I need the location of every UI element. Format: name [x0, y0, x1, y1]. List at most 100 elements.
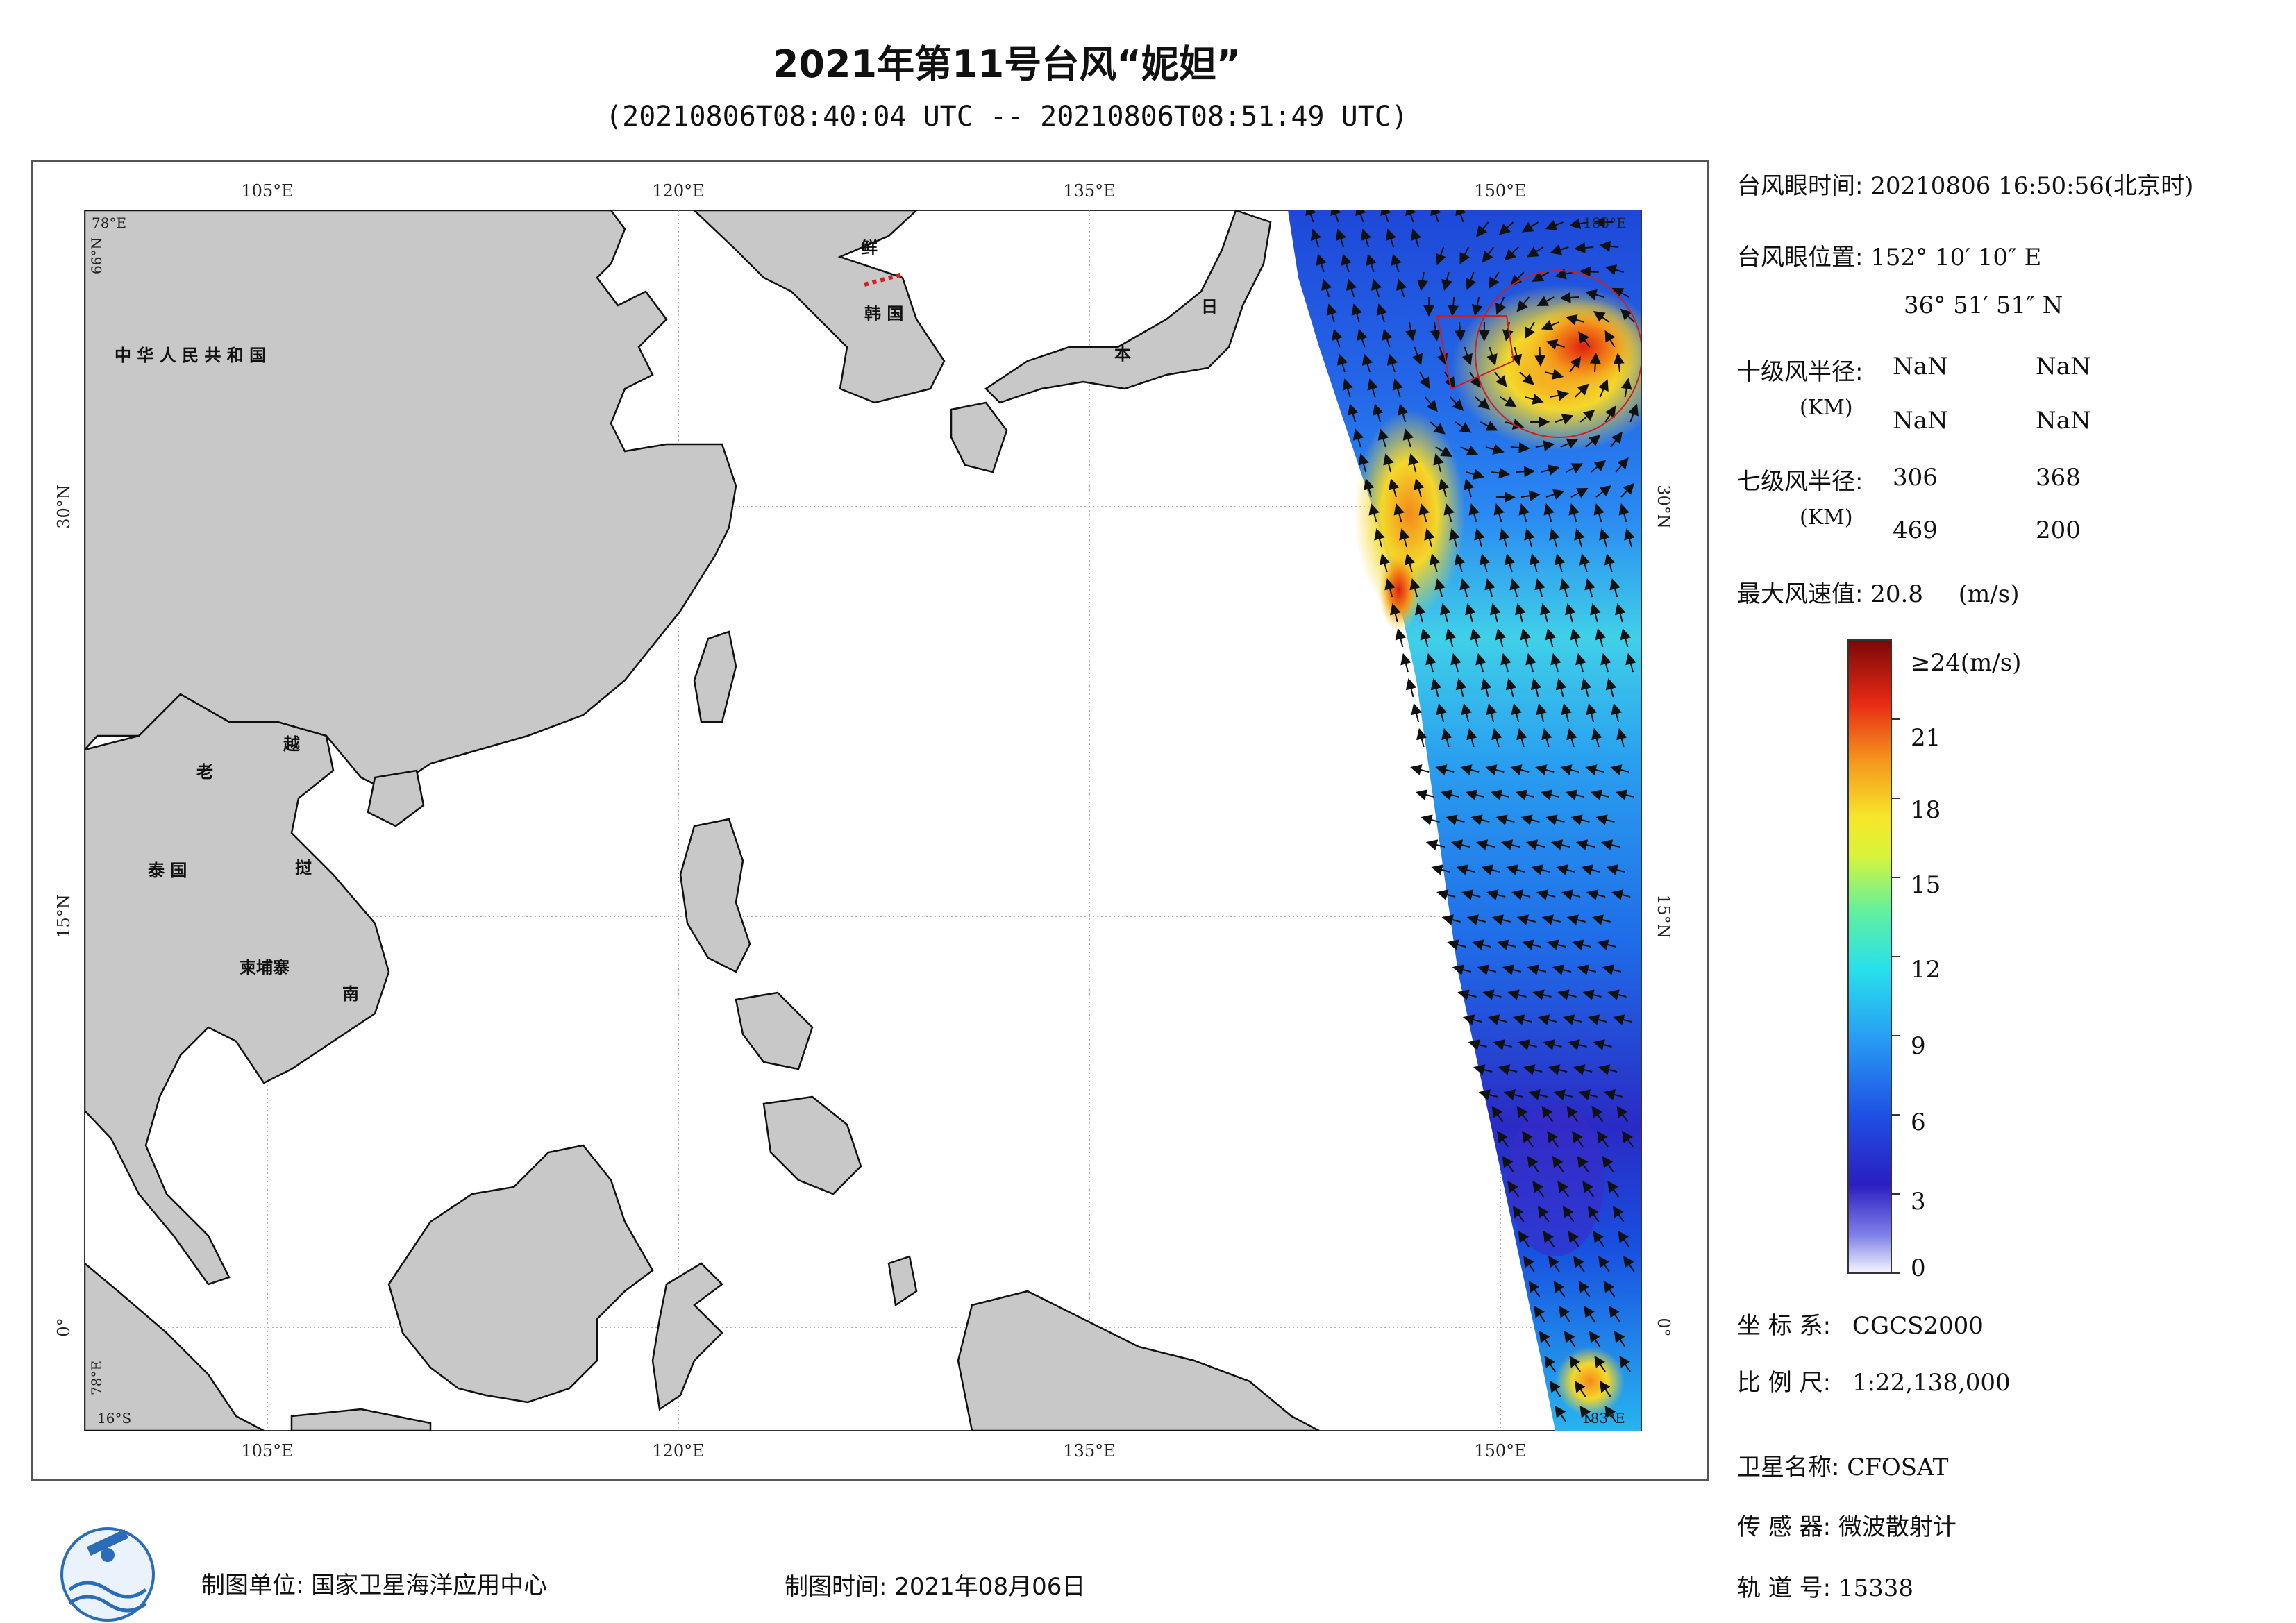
wind-arrow	[1408, 453, 1419, 473]
wind-arrow	[1395, 628, 1407, 648]
crs-row: 坐 标 系: CGCS2000	[1737, 1306, 1984, 1340]
wind-arrow	[1516, 914, 1536, 925]
wind-arrow	[1490, 789, 1510, 800]
map-frame	[31, 160, 1709, 1481]
label-laos: 老	[196, 762, 213, 782]
wind-arrow	[1438, 478, 1450, 498]
wind-arrow	[1380, 210, 1391, 223]
wind-arrow	[1466, 728, 1477, 748]
wind-arrow	[1485, 444, 1505, 455]
wind-arrow	[1416, 728, 1427, 748]
left-tick-30n: 30°N	[54, 485, 74, 529]
wind-arrow	[1616, 1105, 1629, 1122]
wind-arrow	[1616, 728, 1627, 748]
wind-arrow	[1544, 1355, 1556, 1372]
wind-arrow	[1477, 964, 1497, 975]
wind-arrow	[1561, 703, 1572, 723]
wind-arrow	[1579, 409, 1595, 423]
wind-arrow	[1569, 356, 1582, 373]
wind-arrow	[1559, 578, 1570, 598]
label-japan-ri: 日	[1201, 297, 1218, 317]
wind-arrow	[1541, 914, 1561, 925]
wind-arrow	[1572, 1130, 1584, 1147]
corner-bottom-left-lon: 78°E	[88, 1361, 105, 1395]
wind-arrow	[1568, 1039, 1587, 1050]
wind-arrow	[1461, 703, 1472, 723]
wind-arrow	[1412, 346, 1423, 366]
wind-arrow	[1377, 428, 1389, 448]
wind-arrow	[1574, 528, 1585, 548]
wind-arrow	[1510, 764, 1530, 775]
maker-label: 制图单位:	[201, 1572, 304, 1599]
wind-arrow	[1610, 764, 1629, 775]
r7-label: 七级风半径:	[1737, 468, 1863, 496]
label-thailand: 泰 国	[148, 861, 187, 880]
wind-arrow	[1518, 1230, 1530, 1247]
wind-arrow	[1574, 383, 1589, 398]
wind-arrow	[1497, 939, 1516, 950]
date-label: 制图时间:	[785, 1573, 887, 1601]
wind-arrow	[1593, 503, 1604, 523]
wind-arrow	[1475, 839, 1495, 850]
r10-value-sw: NaN	[1893, 407, 1948, 435]
wind-arrow	[1527, 964, 1547, 975]
wind-arrow	[1603, 1280, 1616, 1297]
wind-arrow	[1391, 253, 1402, 273]
wind-arrow	[1336, 353, 1348, 373]
wind-arrow	[1450, 839, 1470, 850]
wind-arrow	[1625, 653, 1636, 673]
wind-arrow	[1561, 889, 1581, 900]
wind-arrow	[1392, 378, 1403, 398]
wind-arrow	[1461, 889, 1481, 900]
wind-arrow	[1486, 889, 1506, 900]
wind-arrow	[1373, 403, 1384, 423]
colorbar-label-18: 18	[1911, 796, 1941, 824]
wind-arrow	[1475, 221, 1489, 237]
wind-arrow	[1506, 864, 1525, 875]
wind-arrow	[1545, 219, 1564, 230]
wind-arrow	[1491, 467, 1511, 479]
wind-arrow	[1504, 553, 1516, 573]
wind-arrow	[1586, 703, 1597, 723]
wind-arrow	[1404, 553, 1416, 573]
corner-top-left-lat: 66°N	[88, 237, 105, 274]
bottom-tick-120: 120°E	[652, 1441, 704, 1461]
right-tick-0: 0°	[1654, 1318, 1673, 1336]
eye-pos-lon: 152° 10′ 10″ E	[1870, 244, 2042, 271]
wind-arrow	[1579, 266, 1599, 278]
wind-arrow	[1577, 1155, 1589, 1172]
wind-arrow	[1604, 405, 1616, 423]
wind-arrow	[1419, 371, 1430, 389]
wind-arrow	[1466, 914, 1486, 925]
wind-arrow	[1604, 1405, 1617, 1422]
map-subtitle: (20210806T08:40:04 UTC -- 20210806T08:51…	[605, 101, 1408, 133]
wind-arrow	[1550, 839, 1570, 850]
wind-arrow	[1431, 864, 1450, 875]
corner-top-left: 78°E	[92, 215, 126, 231]
wind-arrow	[1595, 814, 1615, 825]
wind-arrow	[1461, 346, 1473, 366]
wind-arrow	[1549, 528, 1560, 548]
wind-arrow	[1620, 628, 1632, 648]
wind-arrow	[1547, 939, 1566, 950]
wind-arrow	[1574, 242, 1594, 253]
wind-arrow	[1514, 603, 1526, 623]
wind-arrow	[1459, 246, 1470, 264]
wind-arrow	[1421, 814, 1440, 825]
wind-arrow	[1585, 764, 1604, 775]
wind-arrow	[1536, 703, 1547, 723]
land-visayas	[735, 991, 814, 1070]
wind-arrow	[1565, 463, 1584, 473]
wind-arrow	[1482, 989, 1502, 1000]
eye-time-row: 台风眼时间: 20210806 16:50:56(北京时)	[1737, 167, 2193, 201]
wind-arrow	[1568, 503, 1579, 523]
wind-arrow	[1305, 210, 1316, 223]
wind-arrow	[1569, 218, 1589, 230]
wind-arrow	[1495, 296, 1506, 315]
wind-arrow	[1611, 889, 1631, 900]
wind-arrow	[1598, 1255, 1610, 1272]
wind-arrow	[1480, 678, 1492, 698]
wind-arrow	[1532, 989, 1552, 1000]
wind-arrow	[1371, 278, 1382, 298]
